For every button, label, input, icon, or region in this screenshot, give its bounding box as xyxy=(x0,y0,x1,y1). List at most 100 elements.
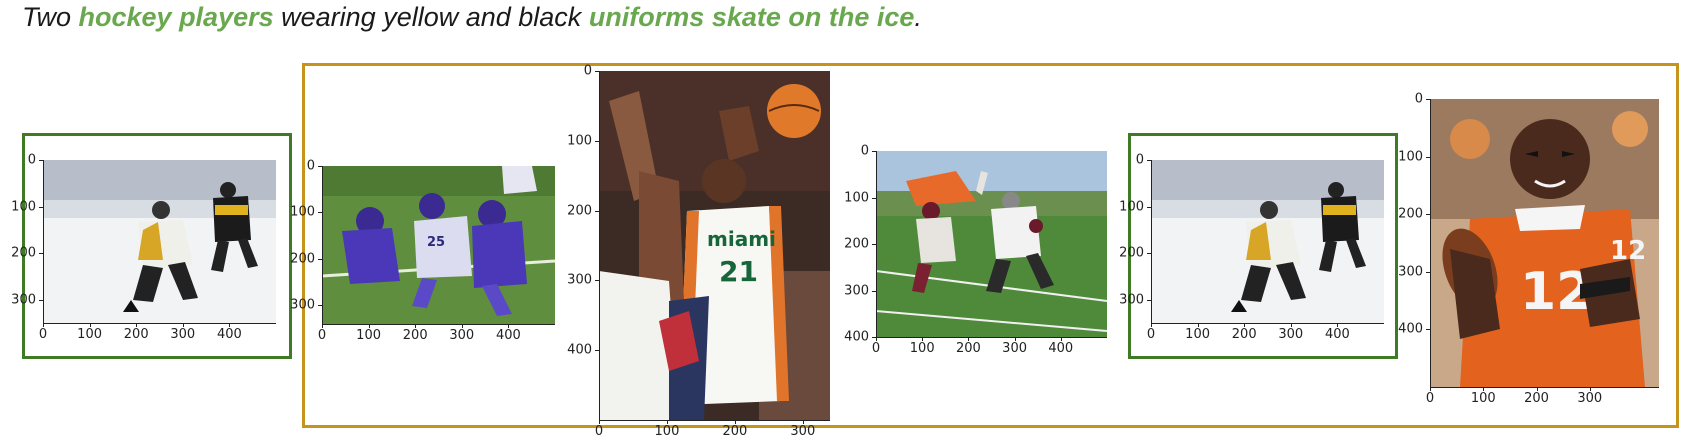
caption-part: . xyxy=(914,2,922,32)
y-tick-mark xyxy=(1426,156,1430,158)
y-tick-mark xyxy=(872,290,876,292)
y-tick-label: 0 xyxy=(583,63,592,79)
x-tick-mark xyxy=(415,324,417,328)
y-tick-label: 200 xyxy=(290,251,315,267)
y-tick-label: 0 xyxy=(1414,91,1423,107)
y-tick-mark xyxy=(595,140,599,142)
y-tick-label: 200 xyxy=(567,203,592,219)
panel-hockey-players-1[interactable]: 0 100 200 300 0 100 200 300 400 xyxy=(11,154,276,341)
x-tick-label: 100 xyxy=(77,327,103,342)
y-tick-mark xyxy=(318,166,322,167)
y-tick-mark xyxy=(1147,253,1151,255)
y-tick-label: 100 xyxy=(1398,149,1423,165)
y-tick-mark xyxy=(39,160,43,161)
x-tick-label: 0 xyxy=(1425,391,1435,406)
x-tick-label: 200 xyxy=(1231,327,1257,342)
y-tick-label: 300 xyxy=(1398,264,1423,280)
x-tick-label: 200 xyxy=(1524,391,1549,406)
hockey-image xyxy=(1151,160,1384,323)
x-tick-mark xyxy=(1337,323,1339,327)
positive-frame-right xyxy=(1128,133,1398,359)
y-tick-mark xyxy=(39,206,43,208)
positive-frame-left xyxy=(22,133,292,359)
y-tick-mark xyxy=(1147,206,1151,208)
y-tick-label: 300 xyxy=(1119,292,1144,308)
y-tick-mark xyxy=(872,197,876,199)
x-tick-label: 0 xyxy=(594,424,604,439)
y-tick-mark xyxy=(1426,214,1430,216)
caption-highlight: hockey players xyxy=(78,2,274,32)
y-tick-label: 0 xyxy=(860,143,869,159)
y-tick-label: 300 xyxy=(844,283,869,298)
x-tick-label: 0 xyxy=(317,328,327,343)
x-tick-label: 400 xyxy=(1324,327,1350,342)
y-tick-label: 100 xyxy=(290,204,315,220)
y-tick-mark xyxy=(872,151,876,152)
y-tick-label: 400 xyxy=(1398,321,1423,337)
y-axis xyxy=(1151,160,1152,323)
panel-youth-football-purple[interactable]: 25 0 100 200 300 0 100 200 300 400 xyxy=(290,160,555,342)
x-tick-mark xyxy=(1589,387,1591,391)
x-tick-mark xyxy=(1536,387,1538,391)
x-tick-label: 300 xyxy=(1577,391,1603,406)
panel-quarterback-orange-12[interactable]: 12 12 0 100 200 300 400 0 100 200 300 xyxy=(1398,93,1659,405)
y-tick-label: 0 xyxy=(1135,152,1144,168)
panel-hockey-players-2[interactable]: 0 100 200 300 0 100 200 300 400 xyxy=(1119,154,1384,341)
y-tick-label: 100 xyxy=(567,133,592,149)
y-axis xyxy=(322,166,323,324)
x-tick-label: 300 xyxy=(1278,327,1304,342)
y-tick-mark xyxy=(872,337,876,338)
quarterback-image: 12 12 xyxy=(1430,99,1659,387)
x-tick-mark xyxy=(666,420,668,424)
y-tick-label: 300 xyxy=(11,292,36,308)
x-tick-mark xyxy=(508,324,510,328)
y-tick-mark xyxy=(318,212,322,214)
y-tick-label: 100 xyxy=(844,190,869,205)
caption-part: Two xyxy=(22,2,79,32)
y-tick-mark xyxy=(318,305,322,307)
x-tick-mark xyxy=(876,337,877,341)
y-tick-label: 0 xyxy=(27,152,36,168)
x-tick-mark xyxy=(229,323,231,327)
y-tick-label: 300 xyxy=(567,272,592,288)
panel-basketball-miami-21[interactable]: miami 21 0 100 200 300 400 0 100 200 300 xyxy=(567,65,830,438)
y-tick-label: 200 xyxy=(844,236,869,252)
x-axis xyxy=(599,420,830,421)
x-tick-label: 100 xyxy=(356,328,382,343)
x-tick-label: 300 xyxy=(1002,341,1028,356)
y-axis xyxy=(1430,99,1431,387)
y-tick-label: 200 xyxy=(1119,245,1144,261)
y-axis xyxy=(876,151,877,337)
x-tick-label: 300 xyxy=(170,327,196,342)
jersey-number: 21 xyxy=(719,255,758,288)
x-tick-label: 200 xyxy=(402,328,428,343)
x-tick-label: 0 xyxy=(1146,327,1156,342)
y-tick-label: 300 xyxy=(290,297,315,313)
y-tick-label: 200 xyxy=(1398,206,1423,222)
x-tick-label: 100 xyxy=(1470,391,1496,406)
y-tick-mark xyxy=(1426,329,1430,331)
y-tick-mark xyxy=(872,244,876,245)
x-axis xyxy=(322,324,555,325)
football-field-image xyxy=(876,151,1107,337)
x-tick-label: 300 xyxy=(790,424,816,439)
x-tick-mark xyxy=(1060,337,1062,341)
x-tick-label: 200 xyxy=(722,424,748,439)
x-axis xyxy=(43,323,276,324)
panel-football-game-field[interactable]: 0 100 200 300 400 0 100 200 300 400 xyxy=(844,145,1107,355)
y-tick-label: 400 xyxy=(844,329,869,345)
y-tick-label: 400 xyxy=(567,342,592,358)
y-tick-label: 200 xyxy=(11,245,36,261)
youth-football-image: 25 xyxy=(322,166,555,324)
y-tick-label: 0 xyxy=(306,158,315,174)
x-tick-mark xyxy=(599,420,600,424)
x-tick-mark xyxy=(1430,387,1431,391)
jersey-text: miami xyxy=(707,227,776,251)
y-axis xyxy=(43,160,44,323)
x-tick-mark xyxy=(802,420,804,424)
y-tick-mark xyxy=(1426,99,1430,100)
y-tick-mark xyxy=(39,253,43,255)
x-tick-mark xyxy=(368,324,370,328)
y-axis xyxy=(599,71,600,420)
x-tick-label: 0 xyxy=(871,341,881,356)
